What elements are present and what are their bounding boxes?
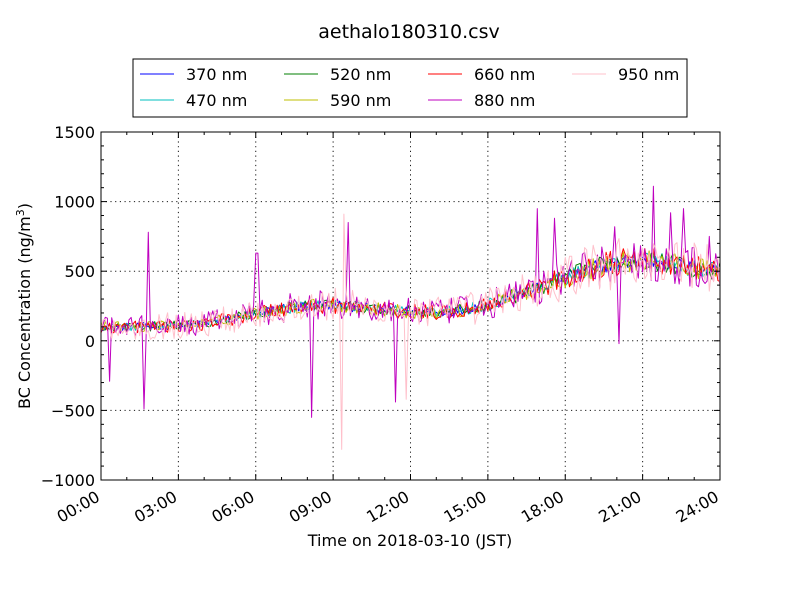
x-tick-label: 15:00 xyxy=(440,487,489,527)
chart-title: aethalo180310.csv xyxy=(318,21,500,43)
x-tick-label: 09:00 xyxy=(286,487,335,527)
x-tick-label: 24:00 xyxy=(673,487,722,527)
x-axis-label: Time on 2018-03-10 (JST) xyxy=(307,531,512,550)
legend: 370 nm 470 nm 520 nm 590 nm 660 nm 880 nm 950 … xyxy=(132,58,688,118)
y-axis-label-main: BC Concentration (ng/m xyxy=(15,216,34,409)
y-tick-label: −500 xyxy=(51,401,95,420)
legend-box xyxy=(132,58,688,118)
y-tick-label: 0 xyxy=(85,332,95,351)
x-tick-label: 00:00 xyxy=(54,487,103,527)
x-tick-label: 21:00 xyxy=(595,487,644,527)
y-tick-label: 1500 xyxy=(54,123,95,142)
series-line-950-nm xyxy=(101,213,720,450)
x-tick-label: 18:00 xyxy=(518,487,567,527)
y-tick-label: 1000 xyxy=(54,193,95,212)
series-line-370-nm xyxy=(101,255,720,332)
legend-label: 520 nm xyxy=(330,65,391,84)
plot-series xyxy=(101,185,720,450)
legend-label: 660 nm xyxy=(474,65,535,84)
x-tick-label: 06:00 xyxy=(208,487,257,527)
legend-label: 470 nm xyxy=(186,91,247,110)
x-tick-label: 03:00 xyxy=(131,487,180,527)
y-axis-label-close: ) xyxy=(15,203,34,209)
y-tick-label: −1000 xyxy=(41,471,95,490)
y-tick-label: 500 xyxy=(64,262,95,281)
legend-label: 370 nm xyxy=(186,65,247,84)
legend-label: 590 nm xyxy=(330,91,391,110)
y-axis-label-sup: 3 xyxy=(14,209,27,216)
legend-label: 880 nm xyxy=(474,91,535,110)
y-axis-label: BC Concentration (ng/m3) xyxy=(14,203,34,409)
x-tick-label: 12:00 xyxy=(363,487,412,527)
axis-ticks xyxy=(100,131,721,481)
legend-label: 950 nm xyxy=(618,65,679,84)
grid-lines xyxy=(101,132,720,480)
series-line-880-nm xyxy=(101,185,720,418)
